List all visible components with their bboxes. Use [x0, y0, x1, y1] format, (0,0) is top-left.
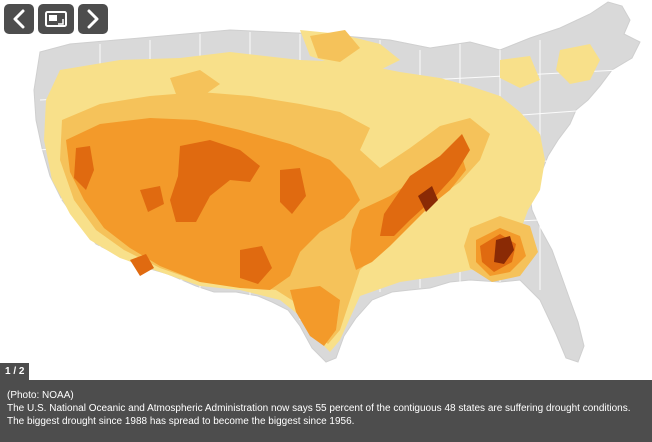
- photo-counter: 1 / 2: [0, 363, 30, 380]
- previous-photo-button[interactable]: [4, 4, 34, 34]
- photo-caption: (Photo: NOAA) The U.S. National Oceanic …: [0, 380, 652, 442]
- chevron-right-icon: [87, 9, 99, 29]
- next-photo-button[interactable]: [78, 4, 108, 34]
- gallery-view-button[interactable]: [38, 4, 74, 34]
- caption-text: The U.S. National Oceanic and Atmospheri…: [7, 403, 631, 427]
- chevron-left-icon: [13, 9, 25, 29]
- drought-map-image: [33, 1, 641, 363]
- gallery-view-icon: [45, 11, 67, 27]
- photo-credit: (Photo: NOAA): [7, 390, 74, 401]
